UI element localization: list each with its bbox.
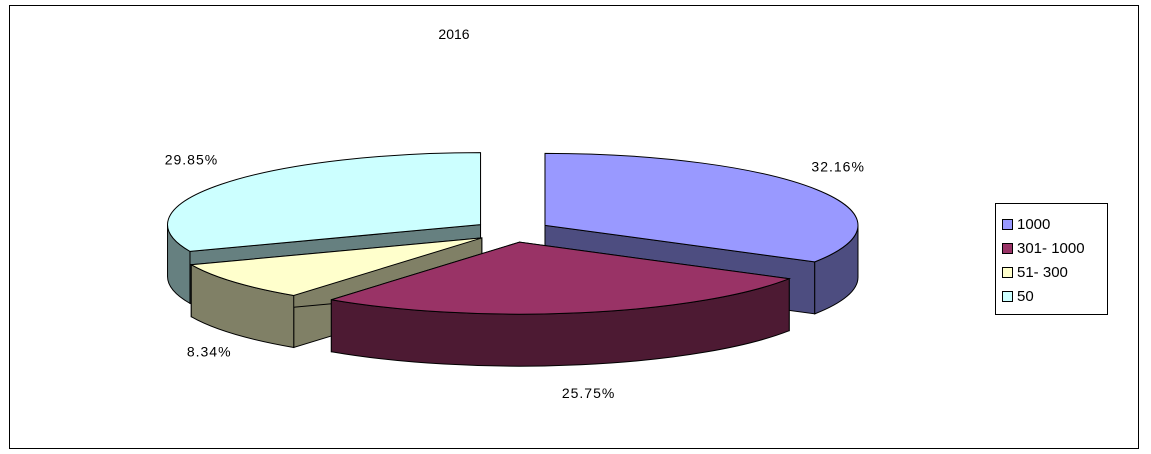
legend-swatch <box>1002 290 1013 302</box>
slice-tops <box>167 152 859 315</box>
legend-item-1000: 1000 <box>1002 212 1107 236</box>
slice-50-top <box>167 152 482 252</box>
slice-label-51-300: 8.34% <box>187 344 232 360</box>
legend-label: 50 <box>1017 287 1034 305</box>
slice-301-1000-top <box>331 241 792 315</box>
chart-area: 2016 32.16% 25.75% 8.34% 29.85% 1000 301- 1… <box>9 5 1139 449</box>
legend-item-50: 50 <box>1002 284 1107 308</box>
slice-label-1000: 32.16% <box>811 159 864 175</box>
slice-1000-top <box>544 152 859 263</box>
legend-label: 51- 300 <box>1017 263 1068 281</box>
slice-51-300-top <box>189 237 482 296</box>
slice-label-301-1000: 25.75% <box>562 385 615 401</box>
chart-title: 2016 <box>438 26 469 42</box>
legend-swatch <box>1002 218 1013 230</box>
slice-labels: 32.16% 25.75% 8.34% 29.85% <box>165 152 864 402</box>
pie-chart: 2016 32.16% 25.75% 8.34% 29.85% <box>165 26 864 402</box>
legend-swatch <box>1002 242 1013 254</box>
slice-label-50: 29.85% <box>165 152 218 168</box>
legend-item-51-300: 51- 300 <box>1002 260 1107 284</box>
legend-label: 1000 <box>1017 215 1051 233</box>
legend: 1000 301- 1000 51- 300 50 <box>995 203 1108 315</box>
legend-swatch <box>1002 266 1013 278</box>
legend-item-301-1000: 301- 1000 <box>1002 236 1107 260</box>
legend-label: 301- 1000 <box>1017 239 1085 257</box>
